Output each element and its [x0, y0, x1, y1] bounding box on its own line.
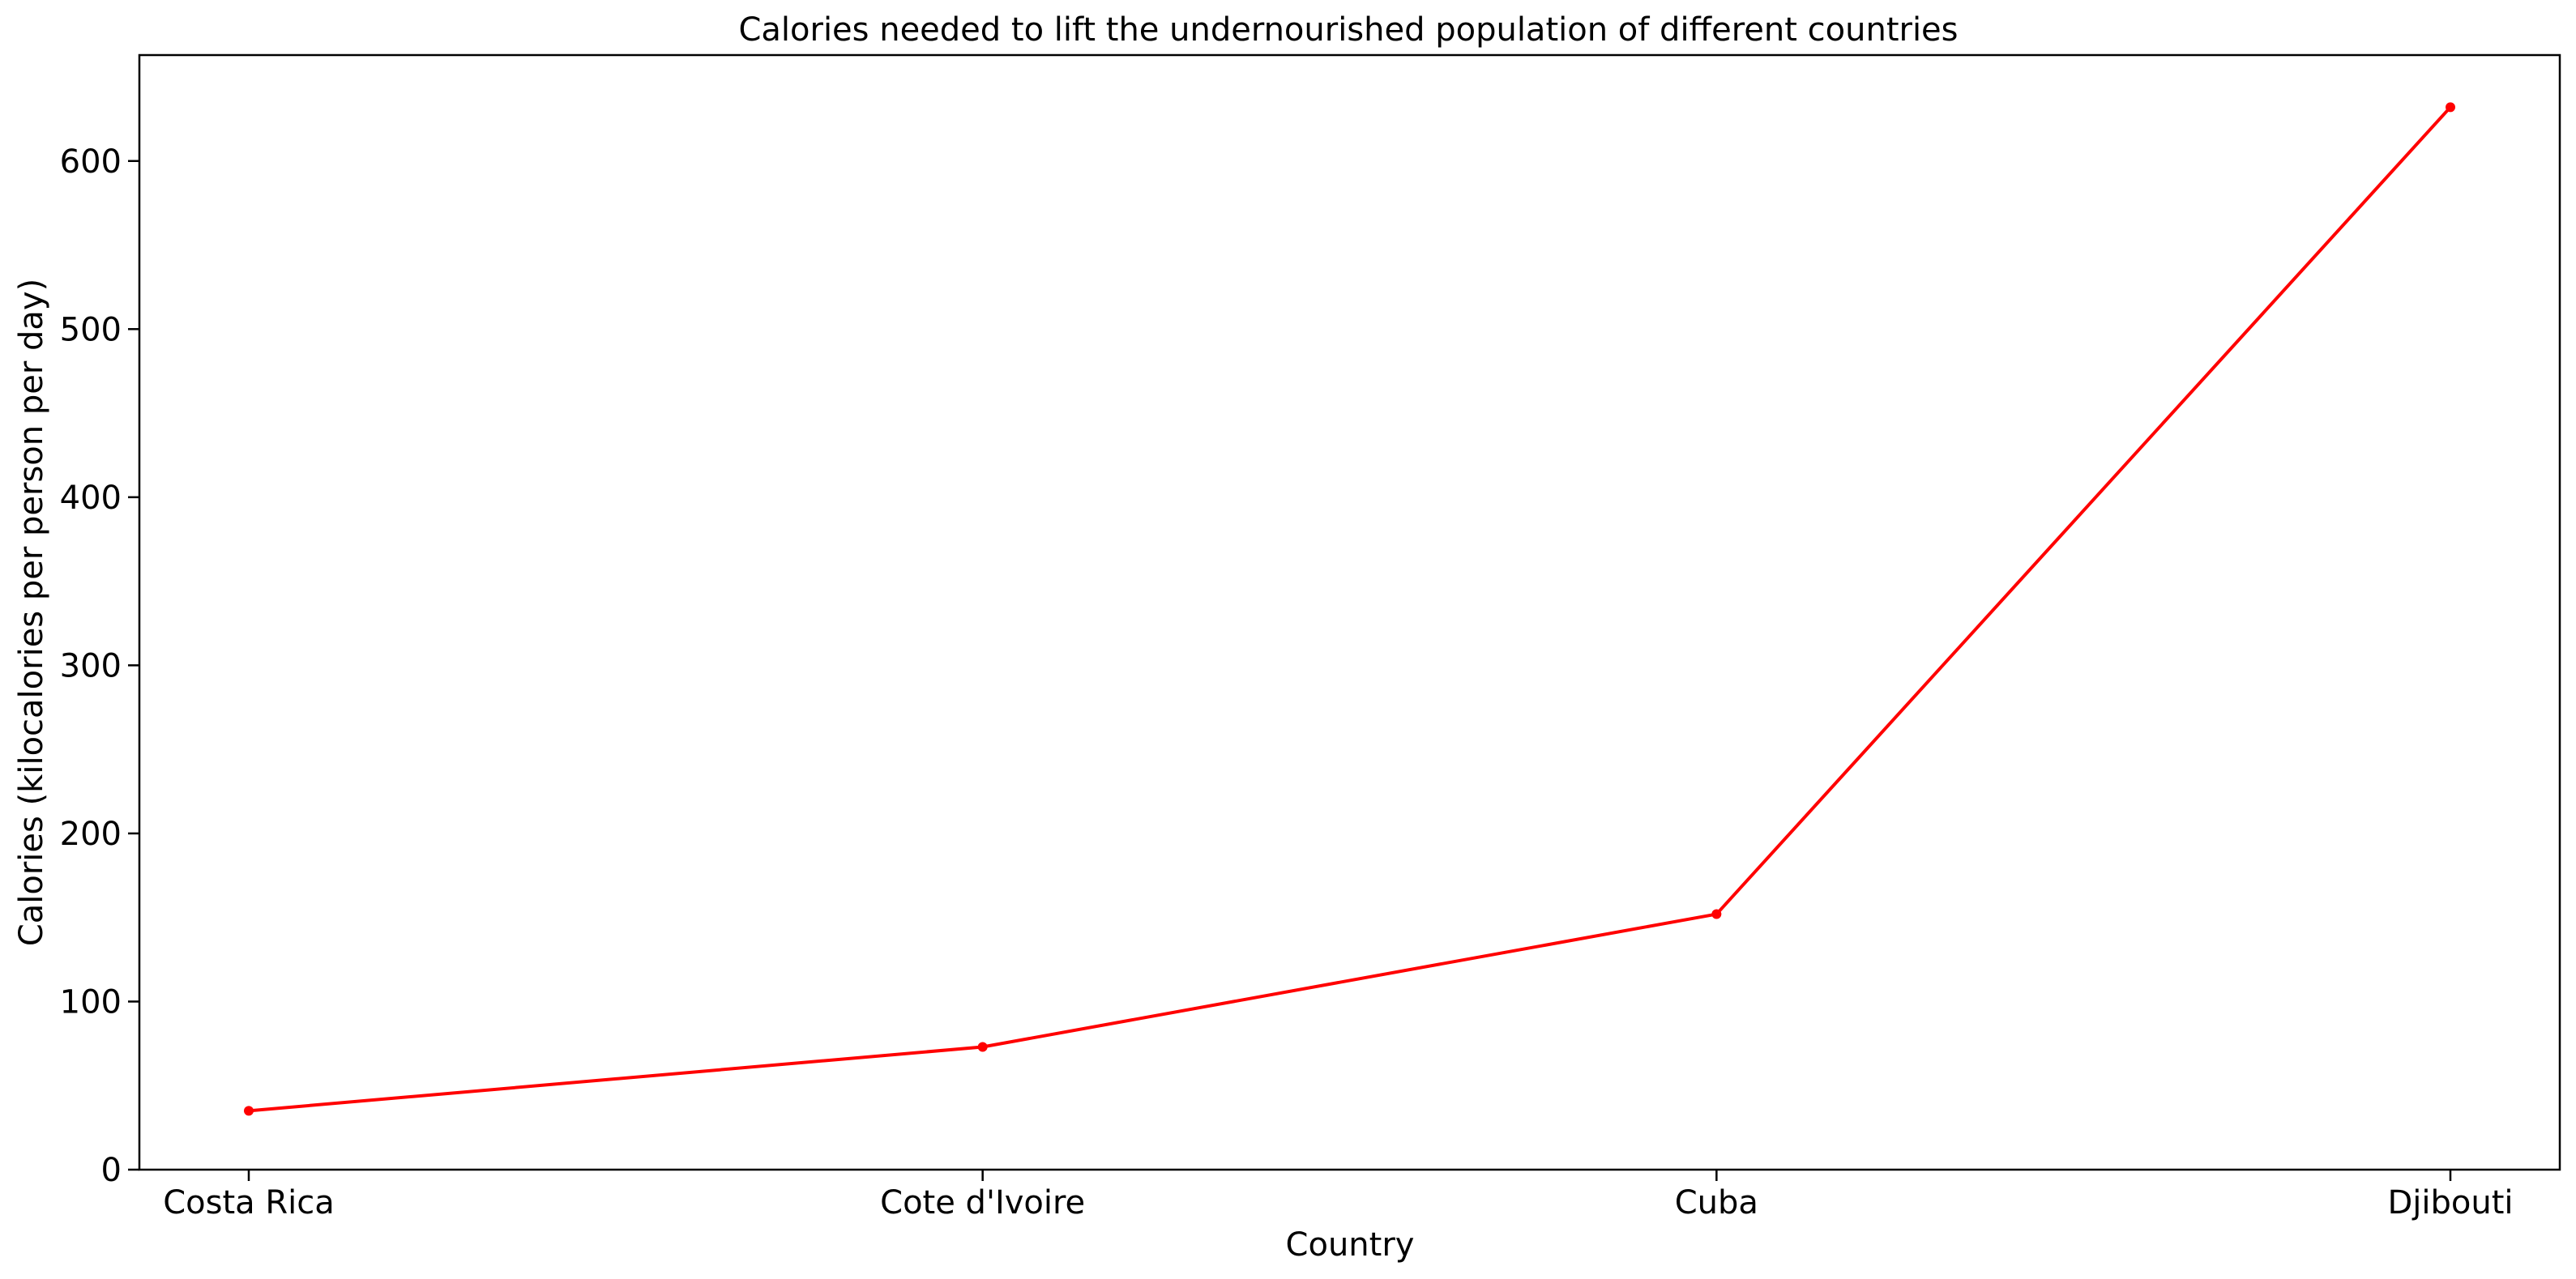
series-line [248, 105, 2452, 1113]
data-point [1711, 909, 1722, 919]
y-tick-label: 300 [60, 647, 122, 684]
y-tick-label: 500 [60, 311, 122, 348]
data-point [244, 1106, 254, 1116]
data-point [2446, 102, 2455, 113]
x-tick-label: Djibouti [2387, 1184, 2513, 1221]
y-tick-label: 600 [60, 143, 122, 181]
y-axis: 0 100 200 300 400 500 600 [60, 143, 139, 1189]
series-layer [244, 102, 2455, 1116]
chart-title: Calories needed to lift the undernourish… [738, 11, 1958, 49]
y-axis-label: Calories (kilocalories per person per da… [13, 279, 50, 946]
x-tick-label: Cote d'Ivoire [880, 1184, 1085, 1221]
x-axis: Costa Rica Cote d'Ivoire Cuba Djibouti [163, 1170, 2514, 1221]
y-tick-label: 0 [101, 1152, 122, 1189]
x-axis-label: Country [1286, 1226, 1415, 1264]
x-tick-label: Costa Rica [163, 1184, 335, 1221]
y-tick-label: 400 [60, 480, 122, 517]
x-tick-label: Cuba [1675, 1184, 1758, 1221]
y-tick-label: 100 [60, 983, 122, 1021]
y-tick-label: 200 [60, 816, 122, 853]
data-point [977, 1042, 988, 1052]
plot-area [138, 53, 2561, 1171]
